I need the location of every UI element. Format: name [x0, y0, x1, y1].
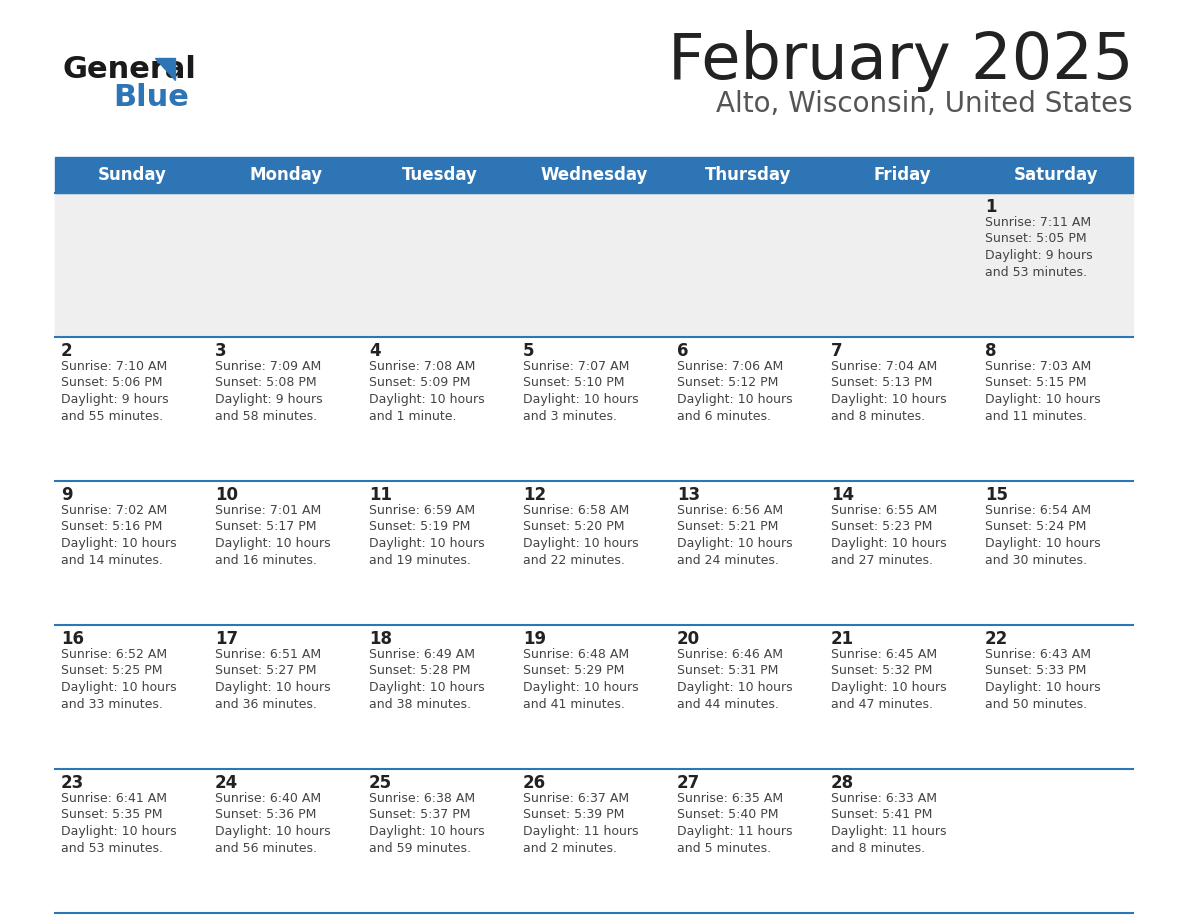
Text: Sunrise: 6:54 AM
Sunset: 5:24 PM
Daylight: 10 hours
and 30 minutes.: Sunrise: 6:54 AM Sunset: 5:24 PM Dayligh…	[985, 504, 1100, 566]
Text: 11: 11	[369, 486, 392, 504]
Text: Sunrise: 6:38 AM
Sunset: 5:37 PM
Daylight: 10 hours
and 59 minutes.: Sunrise: 6:38 AM Sunset: 5:37 PM Dayligh…	[369, 792, 485, 855]
Bar	[979, 157, 1133, 193]
Bar	[55, 481, 1133, 625]
Text: 4: 4	[369, 342, 380, 360]
Text: 7: 7	[830, 342, 842, 360]
Text: Sunrise: 7:10 AM
Sunset: 5:06 PM
Daylight: 9 hours
and 55 minutes.: Sunrise: 7:10 AM Sunset: 5:06 PM Dayligh…	[61, 360, 169, 422]
Text: 21: 21	[830, 630, 854, 648]
Text: Sunrise: 7:07 AM
Sunset: 5:10 PM
Daylight: 10 hours
and 3 minutes.: Sunrise: 7:07 AM Sunset: 5:10 PM Dayligh…	[523, 360, 639, 422]
Bar	[55, 337, 1133, 481]
Text: Sunrise: 6:58 AM
Sunset: 5:20 PM
Daylight: 10 hours
and 22 minutes.: Sunrise: 6:58 AM Sunset: 5:20 PM Dayligh…	[523, 504, 639, 566]
Text: Alto, Wisconsin, United States: Alto, Wisconsin, United States	[716, 90, 1133, 118]
Text: Sunrise: 7:02 AM
Sunset: 5:16 PM
Daylight: 10 hours
and 14 minutes.: Sunrise: 7:02 AM Sunset: 5:16 PM Dayligh…	[61, 504, 177, 566]
Text: 24: 24	[215, 774, 239, 792]
Text: 20: 20	[677, 630, 700, 648]
Text: 19: 19	[523, 630, 546, 648]
Text: 3: 3	[215, 342, 227, 360]
Text: 27: 27	[677, 774, 700, 792]
Bar	[55, 193, 1133, 337]
Text: 17: 17	[215, 630, 238, 648]
Text: 18: 18	[369, 630, 392, 648]
Text: Sunrise: 7:06 AM
Sunset: 5:12 PM
Daylight: 10 hours
and 6 minutes.: Sunrise: 7:06 AM Sunset: 5:12 PM Dayligh…	[677, 360, 792, 422]
Text: Sunrise: 7:11 AM
Sunset: 5:05 PM
Daylight: 9 hours
and 53 minutes.: Sunrise: 7:11 AM Sunset: 5:05 PM Dayligh…	[985, 216, 1093, 278]
Text: 22: 22	[985, 630, 1009, 648]
Text: General: General	[62, 55, 196, 84]
Text: 8: 8	[985, 342, 997, 360]
Text: 23: 23	[61, 774, 84, 792]
Text: Sunday: Sunday	[97, 166, 166, 184]
Text: Wednesday: Wednesday	[541, 166, 647, 184]
Text: Sunrise: 7:03 AM
Sunset: 5:15 PM
Daylight: 10 hours
and 11 minutes.: Sunrise: 7:03 AM Sunset: 5:15 PM Dayligh…	[985, 360, 1100, 422]
Text: Sunrise: 7:01 AM
Sunset: 5:17 PM
Daylight: 10 hours
and 16 minutes.: Sunrise: 7:01 AM Sunset: 5:17 PM Dayligh…	[215, 504, 330, 566]
Text: Sunrise: 7:04 AM
Sunset: 5:13 PM
Daylight: 10 hours
and 8 minutes.: Sunrise: 7:04 AM Sunset: 5:13 PM Dayligh…	[830, 360, 947, 422]
Text: Sunrise: 6:55 AM
Sunset: 5:23 PM
Daylight: 10 hours
and 27 minutes.: Sunrise: 6:55 AM Sunset: 5:23 PM Dayligh…	[830, 504, 947, 566]
Text: Sunrise: 6:45 AM
Sunset: 5:32 PM
Daylight: 10 hours
and 47 minutes.: Sunrise: 6:45 AM Sunset: 5:32 PM Dayligh…	[830, 648, 947, 711]
Bar	[517, 157, 671, 193]
Text: Sunrise: 6:33 AM
Sunset: 5:41 PM
Daylight: 11 hours
and 8 minutes.: Sunrise: 6:33 AM Sunset: 5:41 PM Dayligh…	[830, 792, 947, 855]
Text: Sunrise: 6:52 AM
Sunset: 5:25 PM
Daylight: 10 hours
and 33 minutes.: Sunrise: 6:52 AM Sunset: 5:25 PM Dayligh…	[61, 648, 177, 711]
Text: Sunrise: 6:37 AM
Sunset: 5:39 PM
Daylight: 11 hours
and 2 minutes.: Sunrise: 6:37 AM Sunset: 5:39 PM Dayligh…	[523, 792, 638, 855]
Text: 26: 26	[523, 774, 546, 792]
Polygon shape	[154, 58, 175, 80]
Bar	[671, 157, 824, 193]
Text: 16: 16	[61, 630, 84, 648]
Bar	[55, 769, 1133, 913]
Text: Sunrise: 6:43 AM
Sunset: 5:33 PM
Daylight: 10 hours
and 50 minutes.: Sunrise: 6:43 AM Sunset: 5:33 PM Dayligh…	[985, 648, 1100, 711]
Text: Blue: Blue	[113, 83, 189, 112]
Text: Sunrise: 6:59 AM
Sunset: 5:19 PM
Daylight: 10 hours
and 19 minutes.: Sunrise: 6:59 AM Sunset: 5:19 PM Dayligh…	[369, 504, 485, 566]
Text: Tuesday: Tuesday	[402, 166, 478, 184]
Text: Saturday: Saturday	[1013, 166, 1098, 184]
Text: Sunrise: 6:46 AM
Sunset: 5:31 PM
Daylight: 10 hours
and 44 minutes.: Sunrise: 6:46 AM Sunset: 5:31 PM Dayligh…	[677, 648, 792, 711]
Text: 12: 12	[523, 486, 546, 504]
Text: Thursday: Thursday	[704, 166, 791, 184]
Text: Sunrise: 7:08 AM
Sunset: 5:09 PM
Daylight: 10 hours
and 1 minute.: Sunrise: 7:08 AM Sunset: 5:09 PM Dayligh…	[369, 360, 485, 422]
Text: Sunrise: 6:40 AM
Sunset: 5:36 PM
Daylight: 10 hours
and 56 minutes.: Sunrise: 6:40 AM Sunset: 5:36 PM Dayligh…	[215, 792, 330, 855]
Bar	[55, 157, 209, 193]
Text: February 2025: February 2025	[668, 30, 1133, 92]
Text: Sunrise: 6:48 AM
Sunset: 5:29 PM
Daylight: 10 hours
and 41 minutes.: Sunrise: 6:48 AM Sunset: 5:29 PM Dayligh…	[523, 648, 639, 711]
Text: Sunrise: 7:09 AM
Sunset: 5:08 PM
Daylight: 9 hours
and 58 minutes.: Sunrise: 7:09 AM Sunset: 5:08 PM Dayligh…	[215, 360, 323, 422]
Text: Monday: Monday	[249, 166, 323, 184]
Text: Friday: Friday	[873, 166, 931, 184]
Text: 2: 2	[61, 342, 72, 360]
Text: 1: 1	[985, 198, 997, 216]
Text: 13: 13	[677, 486, 700, 504]
Text: 14: 14	[830, 486, 854, 504]
Text: Sunrise: 6:35 AM
Sunset: 5:40 PM
Daylight: 11 hours
and 5 minutes.: Sunrise: 6:35 AM Sunset: 5:40 PM Dayligh…	[677, 792, 792, 855]
Bar	[55, 625, 1133, 769]
Text: 5: 5	[523, 342, 535, 360]
Text: Sunrise: 6:51 AM
Sunset: 5:27 PM
Daylight: 10 hours
and 36 minutes.: Sunrise: 6:51 AM Sunset: 5:27 PM Dayligh…	[215, 648, 330, 711]
Text: Sunrise: 6:41 AM
Sunset: 5:35 PM
Daylight: 10 hours
and 53 minutes.: Sunrise: 6:41 AM Sunset: 5:35 PM Dayligh…	[61, 792, 177, 855]
Bar	[209, 157, 364, 193]
Bar	[364, 157, 517, 193]
Text: 25: 25	[369, 774, 392, 792]
Text: 15: 15	[985, 486, 1007, 504]
Text: 10: 10	[215, 486, 238, 504]
Text: 6: 6	[677, 342, 689, 360]
Text: Sunrise: 6:56 AM
Sunset: 5:21 PM
Daylight: 10 hours
and 24 minutes.: Sunrise: 6:56 AM Sunset: 5:21 PM Dayligh…	[677, 504, 792, 566]
Text: Sunrise: 6:49 AM
Sunset: 5:28 PM
Daylight: 10 hours
and 38 minutes.: Sunrise: 6:49 AM Sunset: 5:28 PM Dayligh…	[369, 648, 485, 711]
Text: 28: 28	[830, 774, 854, 792]
Text: 9: 9	[61, 486, 72, 504]
Bar	[824, 157, 979, 193]
